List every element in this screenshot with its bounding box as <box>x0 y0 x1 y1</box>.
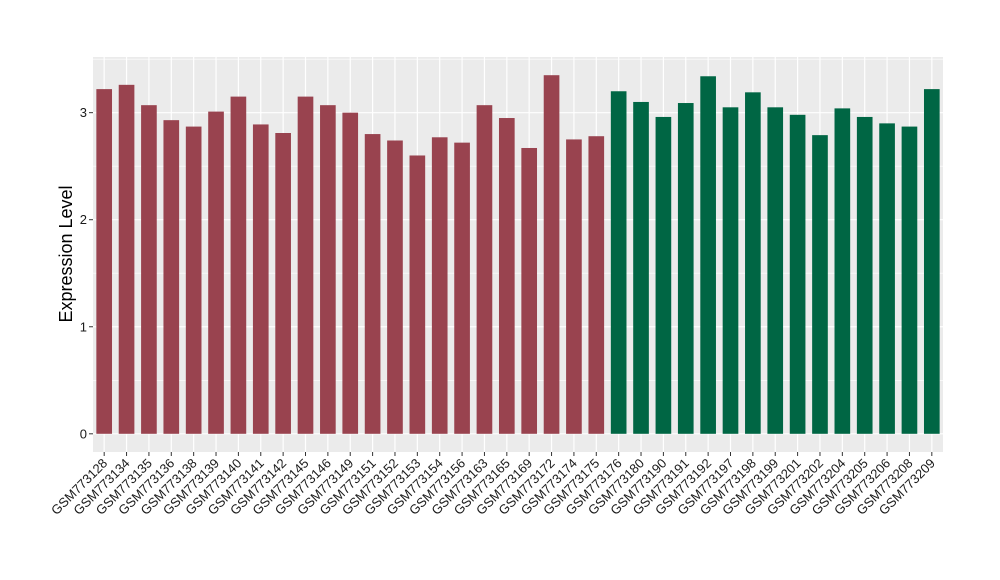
bar-GSM773138 <box>185 126 202 434</box>
bar-GSM773190 <box>655 116 672 434</box>
bar-GSM773163 <box>476 105 493 434</box>
bar-GSM773202 <box>812 135 828 434</box>
bar-GSM773169 <box>521 147 538 434</box>
bar-GSM773197 <box>722 107 739 434</box>
bar-GSM773152 <box>387 140 403 434</box>
bar-GSM773142 <box>275 133 291 434</box>
bar-GSM773135 <box>141 105 157 434</box>
bar-GSM773140 <box>230 96 247 434</box>
bar-GSM773176 <box>610 91 627 434</box>
y-axis: 0 1 2 3 <box>80 105 93 441</box>
bar-GSM773172 <box>543 75 560 434</box>
bar-GSM773151 <box>364 134 381 434</box>
bar-GSM773209 <box>923 89 940 434</box>
y-tick-label: 1 <box>80 319 87 334</box>
bar-GSM773139 <box>208 111 224 434</box>
bar-GSM773154 <box>431 137 448 434</box>
bar-GSM773206 <box>879 123 895 434</box>
bar-GSM773128 <box>96 89 113 434</box>
y-tick-label: 3 <box>80 105 87 120</box>
bar-GSM773141 <box>252 124 269 434</box>
bar-GSM773174 <box>566 139 582 434</box>
bar-GSM773149 <box>342 112 359 434</box>
bar-GSM773199 <box>767 107 784 434</box>
bar-GSM773198 <box>745 92 761 434</box>
bar-GSM773156 <box>454 142 470 434</box>
y-tick-label: 2 <box>80 212 87 227</box>
bar-GSM773165 <box>498 118 515 434</box>
bar-GSM773180 <box>633 101 649 434</box>
bar-GSM773205 <box>856 116 873 434</box>
bar-GSM773192 <box>700 76 716 434</box>
x-axis: GSM773128GSM773134GSM773135GSM773136GSM7… <box>48 452 938 518</box>
bar-GSM773145 <box>297 96 314 434</box>
bar-GSM773146 <box>320 105 336 434</box>
bars <box>96 75 940 434</box>
y-axis-title: Expression Level <box>56 185 76 322</box>
bar-GSM773201 <box>789 114 806 434</box>
bar-GSM773134 <box>118 84 135 434</box>
bar-GSM773153 <box>409 155 426 434</box>
bar-GSM773136 <box>163 120 180 434</box>
bar-GSM773204 <box>834 108 851 434</box>
bar-GSM773175 <box>588 136 605 434</box>
bar-GSM773191 <box>677 103 694 434</box>
bar-GSM773208 <box>901 126 918 434</box>
y-tick-label: 0 <box>80 426 87 441</box>
